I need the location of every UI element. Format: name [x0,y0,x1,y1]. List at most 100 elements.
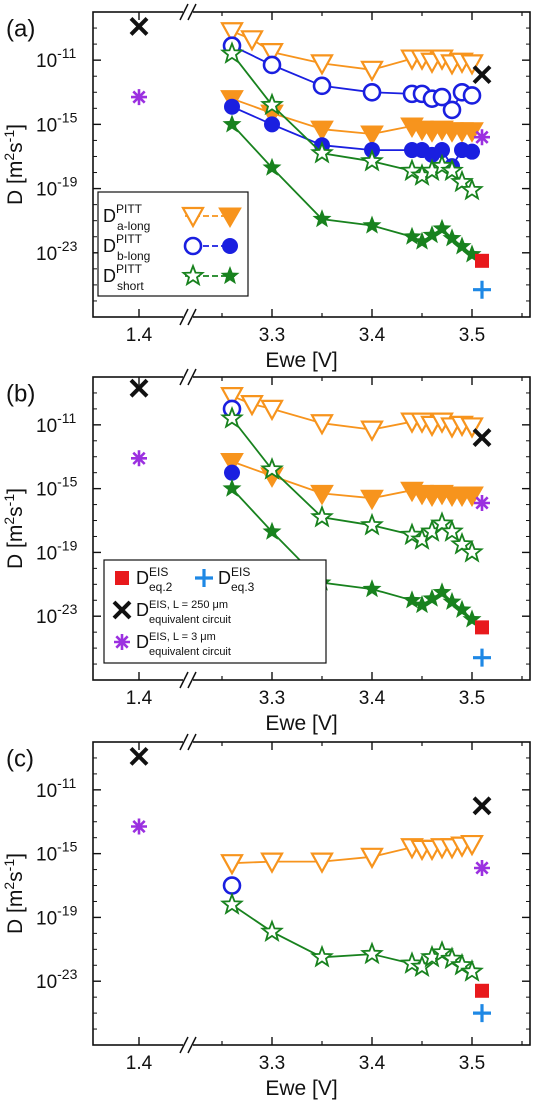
data-point [312,209,332,228]
series-eis-eq2 [475,253,489,268]
data-point [240,395,264,417]
data-point [400,158,424,182]
axis-break-gap [183,4,193,20]
data-point [310,504,334,528]
data-point [312,76,332,96]
data-point [442,228,462,247]
data-point [262,521,282,540]
data-point [430,153,454,177]
y-tick-label: 10-11 [36,775,77,802]
data-point [474,860,490,876]
data-point [462,244,482,263]
data-point [220,854,244,876]
data-point [402,226,422,245]
data-point [220,22,244,44]
y-tick-label: 10-23 [36,601,78,628]
legend-label: DEIS eq.3 [218,565,255,594]
series-a-long-open [220,834,484,876]
x-tick-label: 3.4 [359,325,386,346]
series-eis-3um [131,450,490,511]
data-point [129,746,149,766]
series-eis-250um [129,17,492,85]
panel-label: (c) [6,745,34,772]
data-point [475,620,489,635]
series-a-long-filled [220,90,484,146]
data-point [310,120,334,142]
chart-panel: (a) 1.4 3.3 3.4 3.5 10-11 10-15 10-19 10-23 Ewe [… [1,3,531,372]
x-axis-label: Ewe [V] [265,1077,337,1100]
data-point [264,116,280,133]
series-eis-eq3 [473,280,491,299]
data-point [262,157,282,176]
data-point [400,951,424,974]
series-short-filled [222,114,482,263]
legend-marker [112,600,132,620]
data-point [129,378,149,398]
data-point [220,405,244,429]
data-point [440,519,464,542]
series-eis-eq2 [475,983,489,998]
data-point [440,158,464,182]
y-tick-label: 10-11 [36,45,77,72]
axis-break-gap [183,309,193,325]
data-point [260,852,284,874]
data-point [460,417,484,439]
x-tick-label: 3.3 [259,688,285,709]
data-point [412,595,432,614]
data-point [360,512,384,536]
data-point [474,495,490,511]
chart-panel: (b) 1.4 3.3 3.4 3.5 10-11 10-15 10-19 10-23 Ewe [… [1,368,531,735]
axis-break-mark [179,3,197,21]
data-point [400,522,424,546]
data-point [475,253,489,268]
data-point [452,236,472,255]
x-axis-label: Ewe [V] [265,349,337,372]
data-point [222,114,242,133]
data-point [240,30,264,52]
data-point [260,43,284,65]
data-point [220,387,244,409]
data-point [472,65,492,85]
data-point [222,876,242,895]
data-point [442,100,462,120]
y-axis-label: D [m2s-1] [1,488,27,569]
series-short-open [220,892,484,982]
legend-marker [114,634,130,650]
series-eis-eq3 [473,1004,491,1023]
axis-break-gap [183,369,193,385]
x-axis-label: Ewe [V] [265,712,337,735]
legend-label: DEIS, L = 3 μm equivalent circuit [136,631,231,658]
axis-break-mark [179,308,197,326]
data-point [460,486,484,508]
legend-marker [181,206,205,229]
data-point [432,218,452,237]
data-point [260,92,284,116]
data-point [450,952,474,976]
data-point [360,489,384,511]
series-short-open [220,405,484,563]
legend-marker [222,238,238,254]
data-point [260,456,284,480]
panel-label: (a) [6,15,35,42]
x-tick-label: 3.5 [459,688,485,709]
y-tick-label: 10-11 [36,410,77,437]
data-point [310,140,334,164]
data-point [440,946,464,970]
legend-marker [115,571,129,585]
plot-frame [92,376,531,681]
legend-label: DEIS, L = 250 μm equivalent circuit [136,599,231,626]
data-point [360,941,384,965]
data-point [434,142,450,159]
data-point [220,453,244,474]
y-tick-label: 10-19 [36,537,78,564]
series-eis-3um [131,89,490,146]
legend-label: DPITT a-long [103,202,150,233]
series-eis-eq2 [475,620,489,635]
data-point [460,834,484,857]
data-point [360,125,384,146]
y-tick-label: 10-23 [36,966,78,993]
legend-marker [220,266,240,285]
data-point [360,60,384,83]
data-point [430,939,454,963]
